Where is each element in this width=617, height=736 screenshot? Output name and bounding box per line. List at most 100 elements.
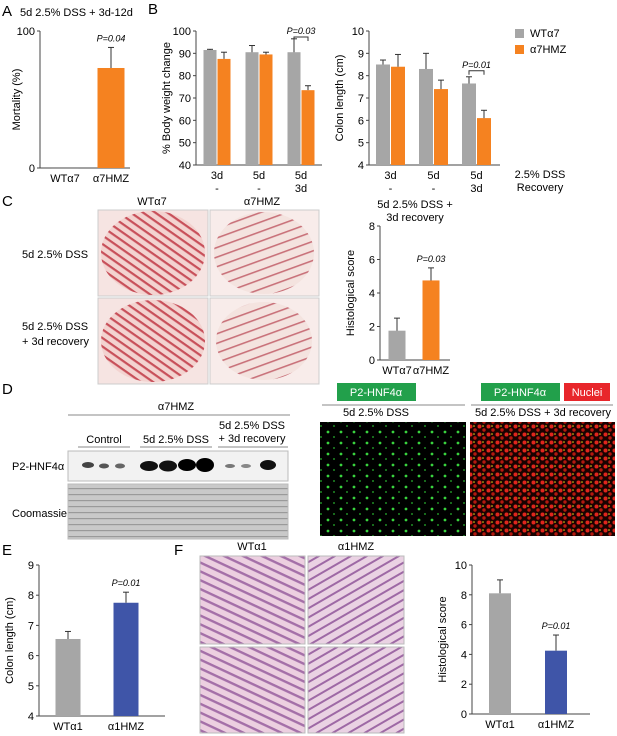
if-cond-right: 5d 2.5% DSS + 3d recovery: [475, 407, 612, 419]
if-tag-right: [564, 383, 610, 401]
x-tick-label: WTα1: [485, 719, 515, 731]
y-tick-label: 0: [29, 163, 35, 175]
panel-letter-c: C: [2, 193, 13, 210]
y-tick-label: 4: [461, 649, 467, 661]
y-tick-label: 4: [369, 288, 375, 300]
legend-label-wt: WTα7: [530, 28, 560, 40]
x-tick-label: 5d: [295, 170, 307, 182]
bar: [217, 58, 231, 165]
p-value-label: P=0.03: [417, 254, 446, 264]
if-tag-mid: [481, 383, 560, 401]
y-tick-label: 6: [369, 255, 375, 267]
y-tick-label: 100: [17, 26, 35, 38]
bar: [419, 68, 433, 165]
bar: [489, 593, 511, 714]
y-axis-label: Colon length (cm): [4, 597, 16, 684]
y-tick-label: 7: [28, 620, 34, 632]
x-tick-label: 3d: [211, 170, 223, 182]
histology-col-label-a1hmz: α1HMZ: [338, 541, 375, 553]
bar: [545, 650, 567, 714]
band: [241, 464, 251, 468]
chart-c-title-2: 3d recovery: [386, 212, 444, 224]
bar: [422, 280, 440, 360]
histology-grid-f: [199, 555, 405, 734]
y-axis-label: Colon length (cm): [334, 55, 346, 142]
bar: [55, 638, 81, 716]
bar: [245, 52, 259, 165]
bar: [97, 67, 125, 168]
x-tick-label: WTα7: [382, 365, 412, 377]
legend: WTα7 α7HMZ: [515, 28, 567, 56]
if-tag-right-label: Nuclei: [572, 387, 603, 399]
band: [115, 463, 125, 469]
western-blot: [67, 450, 289, 540]
blot-group-rec-1: 5d 2.5% DSS: [219, 420, 285, 432]
x-tick-label: WTα7: [50, 173, 80, 185]
x-tick-label: α1HMZ: [538, 719, 575, 731]
if-image-recovery: [470, 422, 615, 536]
histology-col-label-wta1: WTα1: [237, 541, 267, 553]
y-tick-label: 40: [179, 160, 191, 172]
p-value-label: P=0.03: [287, 26, 316, 36]
band: [159, 460, 177, 472]
band: [99, 463, 109, 469]
panel-letter-a: A: [2, 3, 12, 20]
histology-image-f-2: [307, 555, 405, 645]
y-tick-label: 6: [461, 620, 467, 632]
y-tick-label: 60: [179, 115, 191, 127]
x-tick-label: 5d: [427, 170, 439, 182]
p-value-label: P=0.01: [542, 621, 571, 631]
bar: [259, 54, 273, 166]
x-tick-label: -: [257, 183, 261, 195]
histology-row-label-1: 5d 2.5% DSS: [22, 249, 88, 261]
legend-swatch-hmz: [515, 45, 524, 54]
y-tick-label: 90: [179, 48, 191, 60]
y-tick-label: 2: [369, 322, 375, 334]
x-tick-label: 5d: [253, 170, 265, 182]
coomassie-strip: [67, 483, 289, 540]
y-tick-label: 6: [358, 115, 364, 127]
panel-letter-e: E: [2, 542, 12, 559]
x-tick-label: WTα1: [53, 721, 83, 733]
y-tick-label: 100: [173, 26, 191, 38]
blot-row-label-coomassie: Coomassie: [12, 508, 67, 520]
histology-col-label-wt: WTα7: [137, 196, 167, 208]
if-image-dss: [320, 422, 466, 536]
bar: [203, 49, 217, 165]
y-tick-label: 80: [179, 71, 191, 83]
y-tick-label: 8: [369, 221, 375, 233]
bar: [51, 168, 79, 169]
if-cond-left: 5d 2.5% DSS: [343, 407, 409, 419]
x-tick-label: -: [215, 183, 219, 195]
tissue-section: [214, 212, 314, 294]
bar: [388, 330, 406, 360]
x-tick-label: 3d: [470, 183, 482, 195]
y-tick-label: 10: [455, 560, 467, 572]
legend-swatch-wt: [515, 29, 524, 38]
bar: [113, 602, 139, 716]
chart-c-title-1: 5d 2.5% DSS +: [377, 199, 453, 211]
x-tick-label: α7HMZ: [413, 365, 450, 377]
panel-a-title: 5d 2.5% DSS + 3d-12d: [20, 7, 133, 19]
blot-group-rec-2: + 3d recovery: [219, 433, 286, 445]
x-tick-label: α1HMZ: [108, 721, 145, 733]
x-tick-label: 3d: [384, 170, 396, 182]
blot-group-control: Control: [86, 434, 121, 446]
y-tick-label: 0: [461, 709, 467, 721]
histology-col-label-hmz: α7HMZ: [244, 196, 281, 208]
blot-group-dss: 5d 2.5% DSS: [143, 434, 209, 446]
blot-title: α7HMZ: [158, 401, 195, 413]
histology-row-label-2b: + 3d recovery: [22, 336, 89, 348]
blot-row-label-hnf4a: P2-HNF4α: [12, 461, 65, 473]
chart-c: 0 2 4 6 8 Histological score WTα7 α7HMZ P=0.03: [345, 221, 450, 377]
bar: [301, 90, 315, 165]
y-tick-label: 8: [28, 590, 34, 602]
p-value-label: P=0.04: [97, 33, 126, 43]
y-tick-label: 5: [358, 138, 364, 150]
histology-row-label-2a: 5d 2.5% DSS: [22, 321, 88, 333]
y-tick-label: 8: [358, 71, 364, 83]
if-tag-left-label: P2-HNF4α: [350, 387, 403, 399]
y-tick-label: 50: [179, 138, 191, 150]
